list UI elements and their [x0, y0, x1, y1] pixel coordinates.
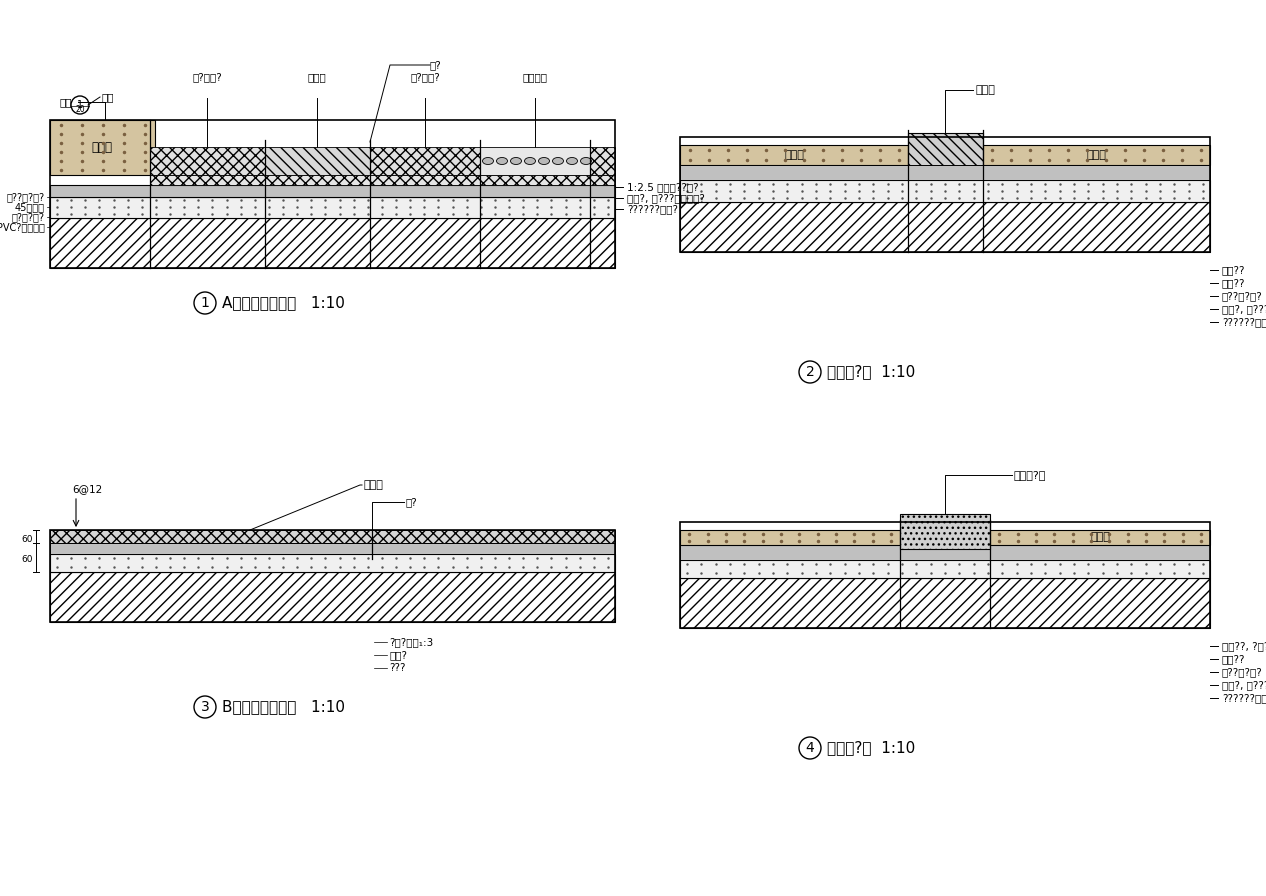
Text: 防水?, 保???建筑施工?: 防水?, 保???建筑施工? [627, 193, 705, 203]
Bar [990, 530, 1210, 545]
Bar [49, 572, 615, 622]
Text: 培植土: 培植土 [1086, 150, 1106, 160]
Text: 瞈石??: 瞈石?? [1222, 278, 1246, 288]
Text: 2: 2 [805, 365, 814, 379]
Bar [149, 147, 265, 175]
Text: ??????施工?: ??????施工? [1222, 317, 1266, 327]
Text: 60: 60 [22, 535, 33, 544]
Bar [49, 197, 615, 218]
Text: 1: 1 [200, 296, 209, 310]
Text: 虎皮石?地  1:10: 虎皮石?地 1:10 [827, 740, 915, 755]
Text: 找平?: 找平? [389, 650, 406, 660]
Text: 1: 1 [77, 100, 84, 110]
Bar [49, 185, 615, 197]
Text: 瞈石??: 瞈石?? [1222, 654, 1246, 664]
Text: 卵石: 卵石 [60, 97, 72, 107]
Text: 3: 3 [200, 700, 209, 714]
Text: 20: 20 [75, 106, 85, 115]
Text: ??????施工?: ??????施工? [1222, 693, 1266, 703]
Bar [982, 145, 1210, 165]
Text: 化??物?水?: 化??物?水? [6, 192, 46, 202]
Text: ???: ??? [389, 663, 405, 673]
Text: 青石板: 青石板 [975, 85, 995, 95]
Ellipse shape [566, 158, 577, 165]
Text: 踏沿: 踏沿 [103, 92, 114, 102]
Bar [680, 180, 1210, 202]
Bar [900, 514, 990, 549]
Ellipse shape [581, 158, 591, 165]
Text: ?合?水泥₁:3: ?合?水泥₁:3 [389, 637, 433, 647]
Bar [49, 554, 615, 572]
Text: 化??物?水?: 化??物?水? [1222, 291, 1262, 301]
Bar [680, 522, 1210, 628]
Text: 天然石: 天然石 [365, 480, 384, 490]
Ellipse shape [482, 158, 494, 165]
Text: 防水?, 保???建筑施工?: 防水?, 保???建筑施工? [1222, 680, 1266, 690]
Text: ??????施工?: ??????施工? [627, 204, 679, 214]
Text: 粗砂??, ?合?: 粗砂??, ?合? [1222, 641, 1266, 651]
Ellipse shape [510, 158, 522, 165]
Text: 彩色卵石: 彩色卵石 [523, 72, 547, 82]
Text: 虎皮石?地: 虎皮石?地 [1014, 470, 1047, 480]
Text: 粗砂??: 粗砂?? [1222, 265, 1246, 275]
Bar [680, 578, 1210, 628]
Bar [680, 560, 1210, 578]
Bar [480, 147, 590, 175]
Bar [49, 543, 615, 554]
Text: 青石板?地  1:10: 青石板?地 1:10 [827, 365, 915, 380]
Bar [49, 530, 615, 543]
Ellipse shape [496, 158, 508, 165]
Bar [680, 165, 1210, 180]
Bar [265, 147, 370, 175]
Bar [590, 147, 615, 175]
Bar [370, 147, 480, 175]
Text: 冰?石碎?: 冰?石碎? [192, 72, 222, 82]
Bar [908, 133, 982, 171]
Text: Φ30PVC?孔透水管: Φ30PVC?孔透水管 [0, 222, 46, 232]
Bar [680, 545, 1210, 560]
Text: 60: 60 [22, 555, 33, 564]
Text: 培植土: 培植土 [1090, 532, 1110, 542]
Text: 冰?石碎?: 冰?石碎? [410, 72, 439, 82]
Bar [49, 120, 615, 268]
Bar [680, 530, 900, 545]
Ellipse shape [552, 158, 563, 165]
Text: 4: 4 [805, 741, 814, 755]
Text: 化??物?水?: 化??物?水? [1222, 667, 1262, 677]
Ellipse shape [524, 158, 536, 165]
Bar [149, 175, 615, 185]
Bar [49, 120, 154, 175]
Bar [680, 202, 1210, 252]
Text: 1:2.5 水泥砂??合?: 1:2.5 水泥砂??合? [627, 182, 699, 192]
Text: 防水?, 保???建筑施工?: 防水?, 保???建筑施工? [1222, 304, 1266, 314]
Text: A区硬？？地大？   1:10: A区硬？？地大？ 1:10 [222, 296, 344, 311]
Text: 培植土: 培植土 [784, 150, 804, 160]
Text: B区硬？？地大？   1:10: B区硬？？地大？ 1:10 [222, 700, 346, 714]
Text: 不?布?水?: 不?布?水? [11, 212, 46, 222]
Ellipse shape [538, 158, 549, 165]
Bar [680, 137, 1210, 252]
Text: 留?: 留? [406, 497, 418, 507]
Text: 6@12: 6@12 [72, 484, 103, 494]
Bar [49, 218, 615, 268]
Bar [680, 145, 908, 165]
Bar [49, 530, 615, 622]
Text: 留?: 留? [430, 60, 442, 70]
Text: 青石板: 青石板 [308, 72, 327, 82]
Text: 45厕陶粒: 45厕陶粒 [15, 202, 46, 212]
Text: 培植土: 培植土 [91, 141, 113, 154]
